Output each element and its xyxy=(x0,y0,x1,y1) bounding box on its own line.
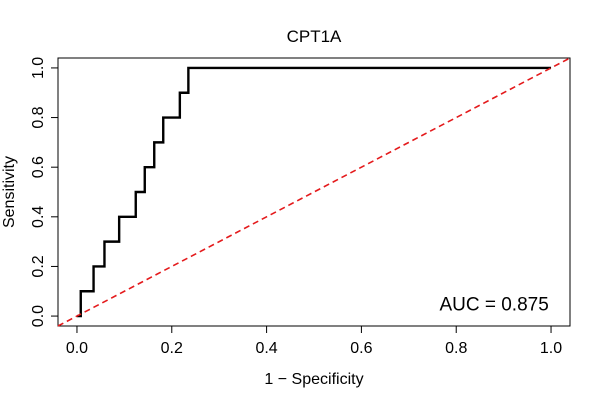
x-axis-title: 1 − Specificity xyxy=(264,371,363,388)
x-axis: 0.0 0.2 0.4 0.6 0.8 1.0 xyxy=(66,325,562,357)
y-tick-label: 0.6 xyxy=(30,156,47,178)
x-tick-label: 0.8 xyxy=(445,340,467,357)
y-axis: 0.0 0.2 0.4 0.6 0.8 1.0 xyxy=(30,57,59,327)
x-tick-label: 0.6 xyxy=(350,340,372,357)
annotation-layer: AUC = 0.875 xyxy=(439,295,548,316)
auc-annotation: AUC = 0.875 xyxy=(439,295,548,316)
y-tick-label: 0.2 xyxy=(30,255,47,277)
y-axis-title: Sensitivity xyxy=(1,156,18,228)
chart-title: CPT1A xyxy=(287,27,342,46)
x-tick-label: 0.2 xyxy=(161,340,183,357)
y-tick-label: 0.0 xyxy=(30,305,47,327)
y-tick-label: 1.0 xyxy=(30,57,47,79)
x-tick-label: 1.0 xyxy=(540,340,562,357)
x-tick-label: 0.0 xyxy=(66,340,88,357)
x-tick-label: 0.4 xyxy=(255,340,277,357)
series-layer xyxy=(57,57,571,327)
y-tick-label: 0.8 xyxy=(30,106,47,128)
roc-curve-line xyxy=(76,66,552,318)
y-tick-label: 0.4 xyxy=(30,206,47,228)
reference-diagonal-line xyxy=(57,57,571,327)
